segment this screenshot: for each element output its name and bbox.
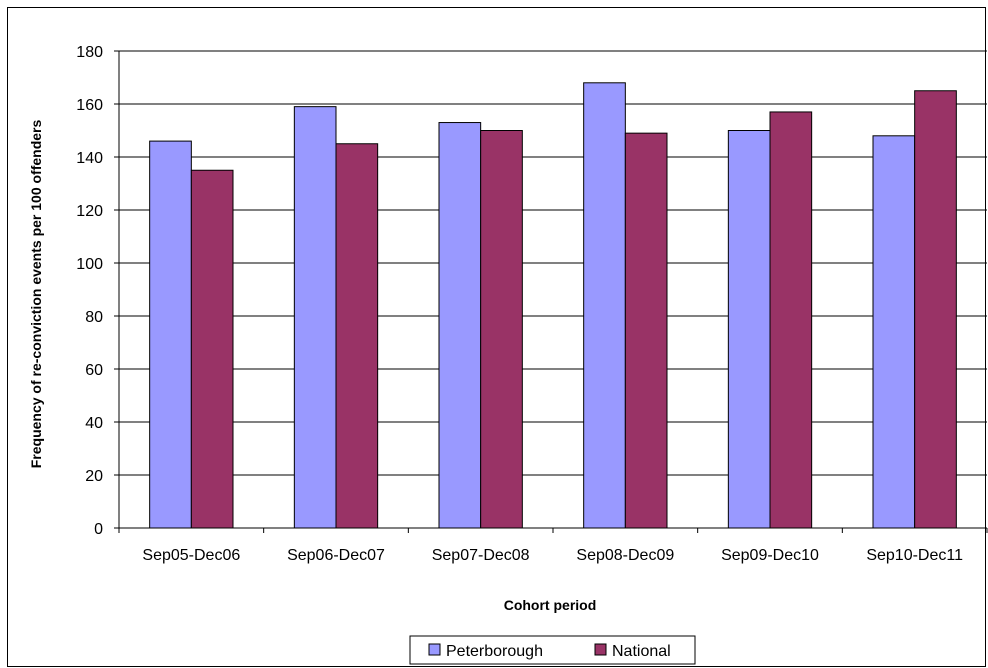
y-tick-label: 0	[94, 521, 103, 538]
legend-swatch-peterborough	[428, 643, 441, 656]
y-tick-label: 120	[76, 203, 103, 220]
bar-peterborough-sep10-dec11	[872, 135, 916, 529]
bar-peterborough-sep09-dec10	[727, 130, 771, 529]
bar-peterborough-sep05-dec06	[149, 140, 192, 529]
y-tick-label: 80	[85, 309, 103, 326]
bar-peterborough-sep06-dec07	[293, 106, 337, 529]
bar-peterborough-sep07-dec08	[438, 122, 482, 529]
x-tick-label: Sep06-Dec07	[287, 547, 385, 564]
x-tick-label: Sep07-Dec08	[432, 547, 530, 564]
legend: Peterborough National	[409, 635, 696, 665]
y-tick-label: 160	[76, 97, 103, 114]
bar-national-sep06-dec07	[335, 143, 379, 529]
legend-label-national: National	[612, 643, 671, 660]
bar-peterborough-sep08-dec09	[583, 82, 626, 529]
bar-national-sep08-dec09	[624, 132, 668, 529]
y-tick-label: 60	[85, 362, 103, 379]
x-axis-ticks: Sep05-Dec06 Sep06-Dec07 Sep07-Dec08 Sep08-D…	[118, 528, 988, 564]
bar-national-sep09-dec10	[769, 111, 813, 529]
x-tick-label: Sep10-Dec11	[866, 547, 963, 564]
y-tick-label: 140	[76, 150, 103, 167]
y-axis-title: Frequency of re-conviction events per 10…	[28, 120, 44, 469]
bars	[149, 82, 957, 529]
bar-national-sep07-dec08	[480, 130, 523, 529]
legend-swatch-national	[594, 643, 607, 656]
gridlines	[119, 50, 987, 476]
y-tick-label: 20	[85, 468, 103, 485]
y-axis-ticks: 0 20 40 60 80 100 120 140 160 180	[76, 44, 119, 538]
legend-label-peterborough: Peterborough	[446, 643, 543, 660]
x-axis-title: Cohort period	[504, 597, 597, 613]
y-tick-label: 180	[76, 44, 103, 61]
x-tick-label: Sep09-Dec10	[721, 547, 819, 564]
y-tick-label: 40	[85, 415, 103, 432]
y-tick-label: 100	[76, 256, 103, 273]
x-tick-label: Sep05-Dec06	[142, 547, 240, 564]
bar-national-sep05-dec06	[190, 169, 234, 529]
x-tick-label: Sep08-Dec09	[576, 547, 674, 564]
axes	[118, 51, 987, 529]
bar-national-sep10-dec11	[914, 90, 957, 529]
legend-box	[409, 635, 696, 665]
